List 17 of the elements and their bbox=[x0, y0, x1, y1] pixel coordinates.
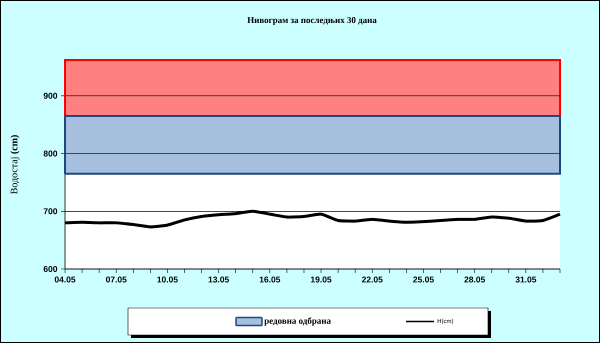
x-tick-label: 04.05 bbox=[54, 276, 76, 283]
x-tick-label: 22.05 bbox=[362, 276, 383, 283]
x-tick-label: 28.05 bbox=[464, 276, 486, 283]
x-tick-label: 10.05 bbox=[157, 276, 178, 283]
y-tick-label: 800 bbox=[44, 150, 58, 157]
y-tick-label: 900 bbox=[44, 92, 58, 99]
x-tick-label: 25.05 bbox=[413, 276, 434, 283]
x-tick-label: 16.05 bbox=[260, 276, 280, 283]
x-tick-label: 07.05 bbox=[106, 276, 127, 283]
y-tick-label: 700 bbox=[44, 208, 58, 214]
y-tick-label: 600 bbox=[44, 266, 58, 272]
x-tick-label: 31.05 bbox=[515, 276, 536, 283]
x-tick-label: 13.05 bbox=[208, 276, 229, 283]
legend-label: редовна одбрана bbox=[264, 317, 331, 326]
x-tick-label: 19.05 bbox=[310, 276, 332, 283]
chart-title: Нивограм за последњих 30 дана bbox=[247, 17, 377, 25]
y-axis-title: Водостај (cm) bbox=[10, 135, 20, 194]
